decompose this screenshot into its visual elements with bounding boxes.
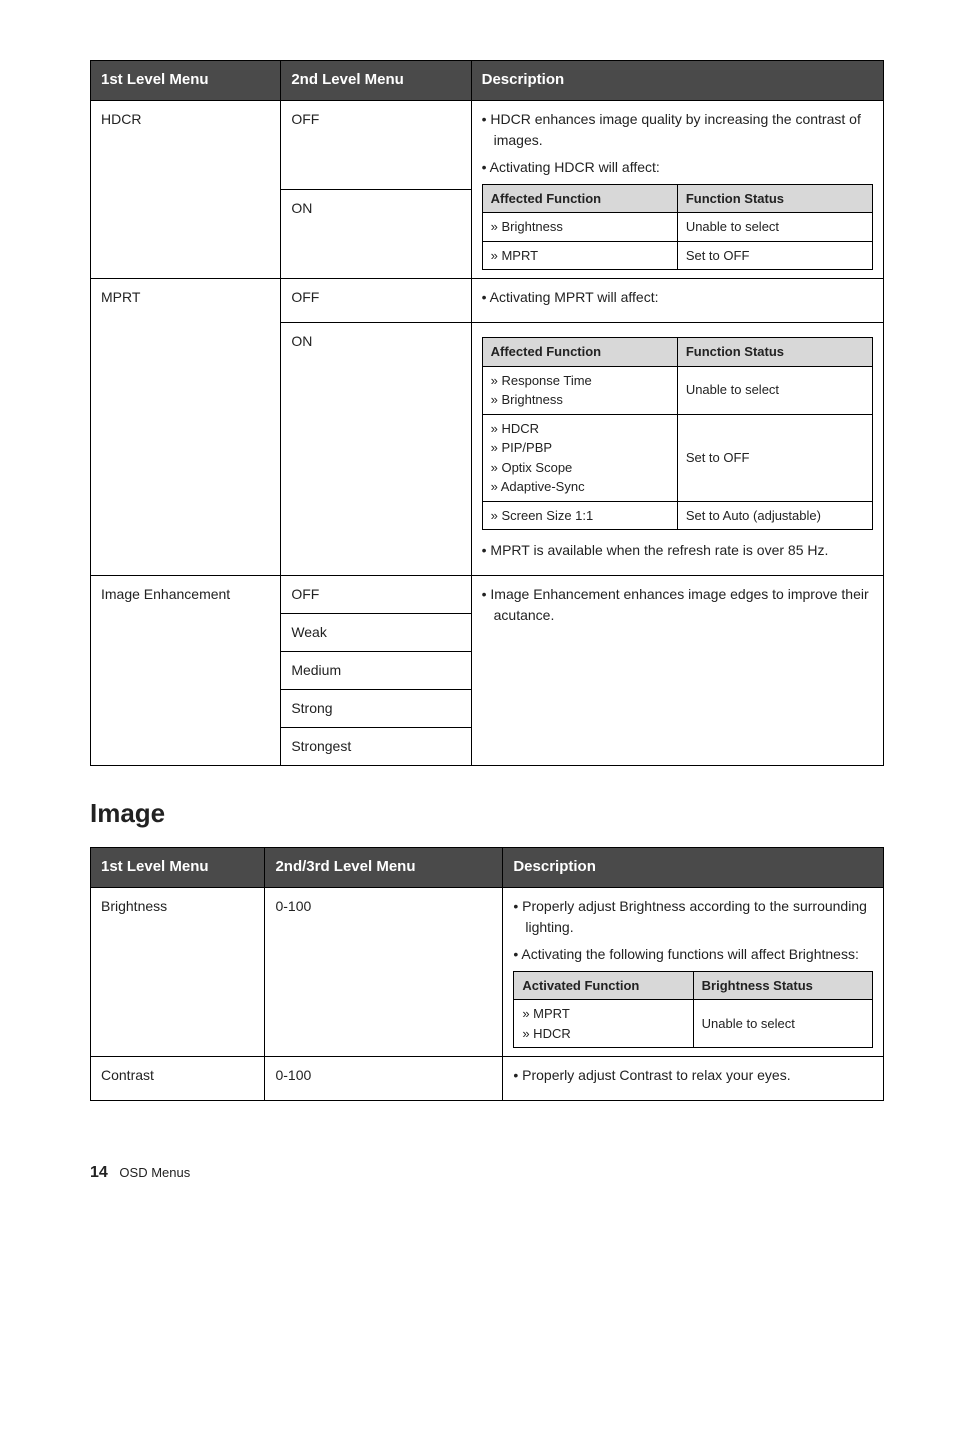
- fn-status: Set to OFF: [677, 414, 872, 501]
- menu-lvl2: ON: [281, 323, 471, 576]
- menu-lvl1: Contrast: [91, 1057, 265, 1101]
- menu-lvl1: Image Enhancement: [91, 576, 281, 766]
- affected-function-table: Affected Function Function Status » Brig…: [482, 184, 873, 271]
- page-number: 14: [90, 1164, 108, 1181]
- col-header: Brightness Status: [693, 971, 872, 1000]
- col-header: Function Status: [677, 338, 872, 367]
- menu-lvl2: OFF: [281, 279, 471, 323]
- table-row: Contrast 0-100 Properly adjust Contrast …: [91, 1057, 884, 1101]
- col-header: Function Status: [677, 184, 872, 213]
- affected-fn: » Screen Size 1:1: [482, 501, 677, 530]
- menu-description: Properly adjust Brightness according to …: [503, 887, 884, 1057]
- menu-lvl2: 0-100: [265, 887, 503, 1057]
- menu-description: Affected Function Function Status » Resp…: [471, 323, 883, 576]
- table-row: HDCR OFF HDCR enhances image quality by …: [91, 100, 884, 189]
- fn-status: Unable to select: [693, 1000, 872, 1048]
- desc-bullet: HDCR enhances image quality by increasin…: [482, 109, 873, 151]
- affected-fn: » HDCR » PIP/PBP » Optix Scope » Adaptiv…: [482, 414, 677, 501]
- affected-function-table: Activated Function Brightness Status » M…: [513, 971, 873, 1049]
- menu-description: Properly adjust Contrast to relax your e…: [503, 1057, 884, 1101]
- col-header: 2nd/3rd Level Menu: [265, 848, 503, 888]
- desc-bullet: Image Enhancement enhances image edges t…: [482, 584, 873, 626]
- desc-bullet: Activating the following functions will …: [513, 944, 873, 965]
- col-header: Description: [503, 848, 884, 888]
- menu-description: HDCR enhances image quality by increasin…: [471, 100, 883, 279]
- affected-fn: » MPRT: [482, 241, 677, 270]
- table-row: Brightness 0-100 Properly adjust Brightn…: [91, 887, 884, 1057]
- affected-fn: » MPRT » HDCR: [514, 1000, 693, 1048]
- menu-lvl2: 0-100: [265, 1057, 503, 1101]
- menu-lvl1: MPRT: [91, 279, 281, 576]
- image-table: 1st Level Menu 2nd/3rd Level Menu Descri…: [90, 847, 884, 1101]
- table-row: MPRT OFF Activating MPRT will affect:: [91, 279, 884, 323]
- desc-bullet: Activating MPRT will affect:: [482, 287, 873, 308]
- menu-lvl1: Brightness: [91, 887, 265, 1057]
- affected-fn: » Response Time » Brightness: [482, 366, 677, 414]
- menu-lvl2: Medium: [281, 652, 471, 690]
- menu-description: Image Enhancement enhances image edges t…: [471, 576, 883, 766]
- menu-description: Activating MPRT will affect:: [471, 279, 883, 323]
- table-row: Image Enhancement OFF Image Enhancement …: [91, 576, 884, 614]
- affected-fn: » Brightness: [482, 213, 677, 242]
- footer-section: OSD Menus: [119, 1165, 190, 1180]
- col-header: Description: [471, 61, 883, 101]
- col-header: 1st Level Menu: [91, 848, 265, 888]
- fn-status: Unable to select: [677, 366, 872, 414]
- col-header: 1st Level Menu: [91, 61, 281, 101]
- col-header: 2nd Level Menu: [281, 61, 471, 101]
- menu-lvl2: OFF: [281, 576, 471, 614]
- fn-status: Set to OFF: [677, 241, 872, 270]
- menu-lvl2: Strong: [281, 690, 471, 728]
- col-header: Affected Function: [482, 184, 677, 213]
- desc-bullet: Activating HDCR will affect:: [482, 157, 873, 178]
- fn-status: Set to Auto (adjustable): [677, 501, 872, 530]
- col-header: Affected Function: [482, 338, 677, 367]
- desc-bullet: MPRT is available when the refresh rate …: [482, 540, 873, 561]
- menu-lvl2: Strongest: [281, 728, 471, 766]
- desc-bullet: Properly adjust Brightness according to …: [513, 896, 873, 938]
- fn-status: Unable to select: [677, 213, 872, 242]
- desc-bullet: Properly adjust Contrast to relax your e…: [513, 1065, 873, 1086]
- col-header: Activated Function: [514, 971, 693, 1000]
- menu-lvl2: Weak: [281, 614, 471, 652]
- affected-function-table: Affected Function Function Status » Resp…: [482, 337, 873, 530]
- section-heading: Image: [90, 794, 884, 833]
- gaming-table: 1st Level Menu 2nd Level Menu Descriptio…: [90, 60, 884, 766]
- menu-lvl1: HDCR: [91, 100, 281, 279]
- menu-lvl2: OFF: [281, 100, 471, 189]
- page-footer: 14 OSD Menus: [90, 1161, 884, 1185]
- menu-lvl2: ON: [281, 189, 471, 278]
